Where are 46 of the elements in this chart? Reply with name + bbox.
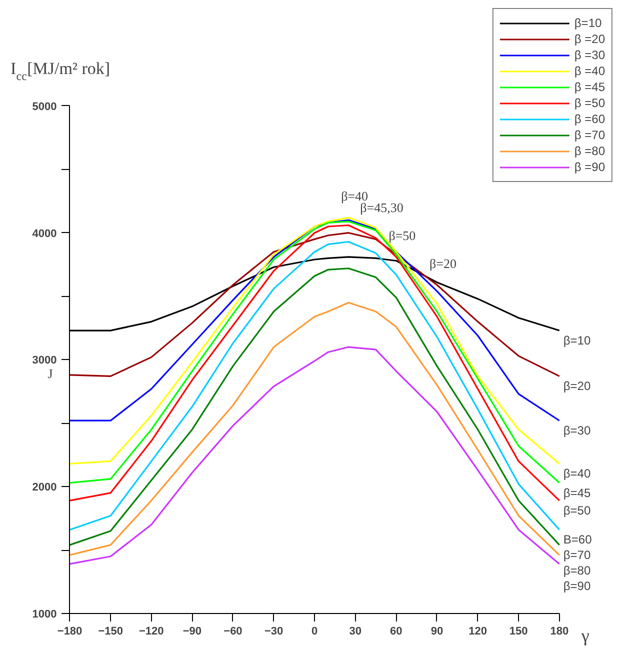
- x-tick-label: 0: [312, 625, 318, 638]
- annotation: β=70: [563, 548, 591, 562]
- text: β =70: [574, 127, 605, 143]
- y-tick-label: 4000: [32, 228, 57, 240]
- text: β =45: [574, 79, 605, 95]
- text: β =30: [574, 47, 605, 63]
- y-tick-label: 3000: [32, 354, 57, 367]
- annotation: β=90: [563, 578, 591, 593]
- annotation: β=20: [430, 256, 456, 271]
- y-tick-label: 1000: [32, 608, 57, 620]
- annotation: β=45: [563, 486, 591, 500]
- annotation: β=40: [563, 466, 591, 481]
- line-series: [68, 346, 560, 565]
- text: J: [48, 366, 53, 382]
- text: β =20: [574, 31, 605, 47]
- x-tick-label: −180: [57, 625, 82, 638]
- annotation: B=60: [563, 532, 592, 547]
- x-tick-label: 150: [509, 625, 528, 638]
- x-tick-label: 30: [349, 625, 362, 638]
- x-tick-label: −60: [224, 625, 242, 638]
- x-tick-label: 60: [390, 625, 402, 638]
- x-tick-label: 90: [430, 625, 444, 638]
- x-tick-label: 120: [468, 625, 487, 638]
- x-tick-label: −150: [98, 625, 123, 638]
- text: β =40: [574, 63, 605, 79]
- text: β =90: [574, 159, 605, 175]
- annotation: β=10: [563, 334, 591, 348]
- annotation: β=50: [388, 228, 416, 243]
- line-series: [68, 302, 560, 556]
- line-series: [68, 232, 560, 378]
- y-tick-label: 2000: [32, 482, 57, 494]
- text: β =80: [574, 143, 605, 159]
- text: β=10: [574, 15, 602, 31]
- annotation: β=20: [563, 379, 591, 394]
- y-tick-label: 5000: [32, 100, 57, 113]
- annotation: β=30: [563, 424, 591, 438]
- x-tick-label: −30: [264, 625, 284, 638]
- text: β =50: [574, 95, 605, 111]
- annotation: β=80: [563, 564, 591, 578]
- text: β =60: [574, 111, 605, 127]
- x-tick-label: −90: [182, 625, 202, 638]
- x-tick-label: 180: [550, 625, 569, 638]
- line-series: [68, 219, 560, 422]
- x-tick-label: −120: [138, 625, 164, 638]
- x-axis-title: γ: [580, 625, 590, 646]
- annotation: β=50: [563, 504, 591, 518]
